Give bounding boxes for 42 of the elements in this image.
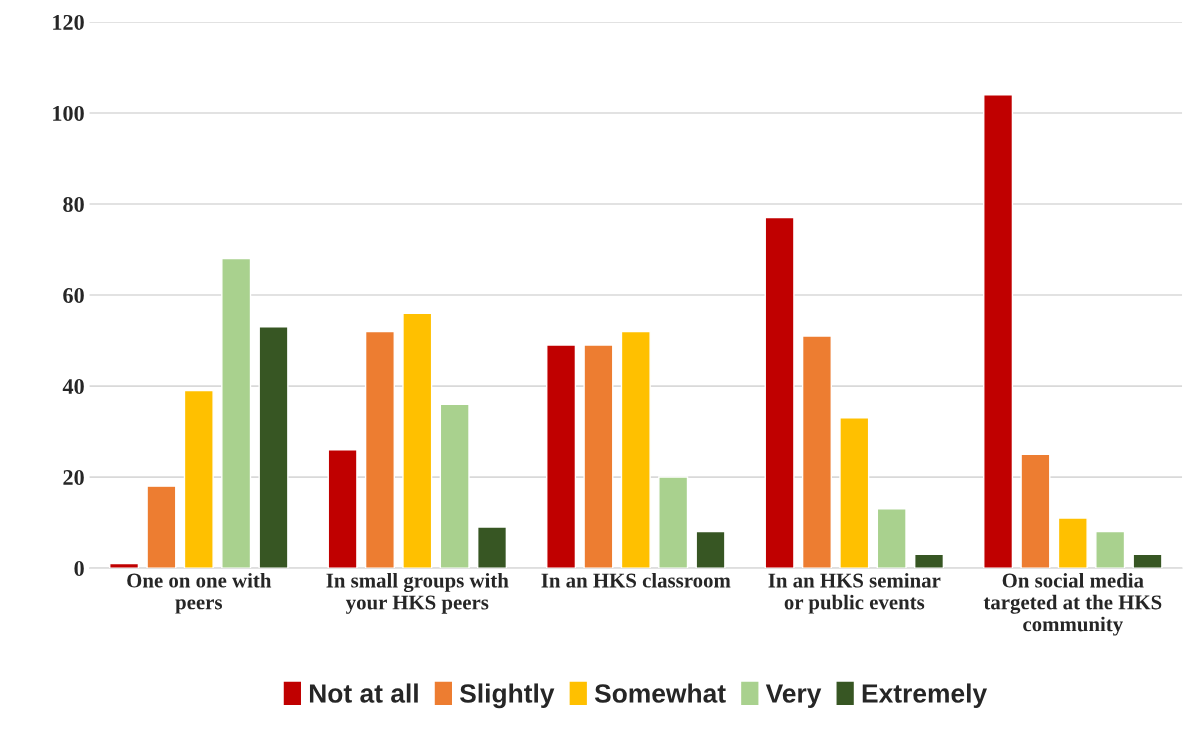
bar [914, 553, 945, 569]
y-tick-label: 100 [53, 105, 84, 121]
x-tick-label: In an HKS seminar or public events [768, 572, 941, 614]
bar [1020, 453, 1051, 569]
bar [146, 485, 177, 569]
bar [439, 403, 470, 569]
y-tick-label: 20 [63, 469, 84, 485]
bar [546, 344, 577, 569]
bar [109, 562, 140, 569]
legend-label: Not at all [309, 683, 418, 703]
bar [1132, 553, 1163, 569]
x-tick-label: In an HKS classroom [541, 572, 731, 588]
bar [695, 530, 726, 569]
bar [1057, 517, 1088, 569]
bar [402, 312, 433, 569]
x-tick-label: In small groups with your HKS peers [326, 572, 509, 614]
bar [620, 330, 651, 569]
bar [183, 389, 214, 569]
bar [876, 508, 907, 569]
bar [658, 476, 689, 569]
y-tick-label: 80 [63, 196, 84, 212]
legend-label: Somewhat [594, 683, 726, 703]
y-tick-label: 60 [63, 287, 84, 303]
bar [258, 326, 289, 569]
legend-label: Very [765, 684, 822, 709]
bar [583, 344, 614, 569]
x-tick-label: One on one with peers [127, 572, 272, 614]
bar [327, 449, 358, 569]
legend-label: Extremely [862, 683, 988, 709]
bar [983, 94, 1014, 569]
y-tick-label: 120 [53, 14, 84, 30]
x-tick-label: On social media targeted at the HKS community [983, 572, 1162, 636]
y-tick-label: 0 [74, 561, 84, 576]
legend-label: Slightly [459, 683, 555, 709]
bar [801, 335, 832, 569]
bar [477, 526, 508, 569]
y-tick-label: 40 [62, 378, 84, 394]
bar [1095, 530, 1126, 569]
bar [839, 417, 870, 569]
bar [364, 330, 395, 569]
bar [221, 257, 252, 569]
bar [764, 216, 795, 569]
